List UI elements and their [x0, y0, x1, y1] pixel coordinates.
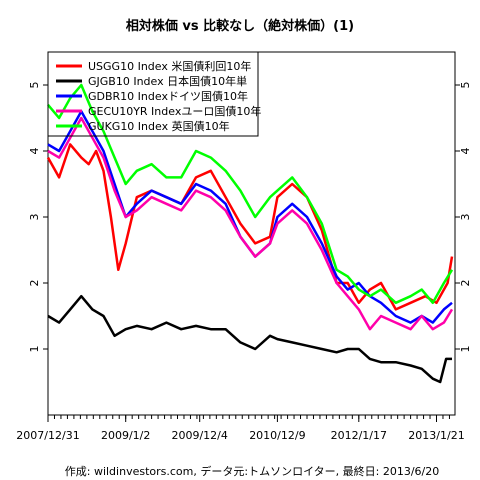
plot-area: 1 1 2 2 3 3 4 4 5 5 2007/12/31 2009/1/2 2009/12/4 201… [16, 51, 472, 442]
x-tick-label: 2007/12/31 [16, 429, 79, 442]
y-tick-label-left: 5 [28, 82, 41, 89]
legend-label: GJGB10 Index 日本国債10年単 [88, 74, 247, 88]
y-tick-label-right: 4 [459, 148, 472, 155]
chart-title: 相対株価 vs 比較なし（絶対株価）(1) [126, 18, 354, 34]
series-line-1 [47, 294, 452, 384]
x-tick-label: 2012/1/17 [331, 429, 387, 442]
series-line-3 [47, 116, 454, 331]
y-tick-label-left: 1 [28, 346, 41, 353]
y-tick-label-left: 4 [28, 148, 41, 155]
legend-box [47, 51, 259, 137]
x-tick-label: 2009/12/4 [171, 429, 227, 442]
series-line-4 [47, 83, 454, 305]
chart-footer: 作成: wildinvestors.com, データ元:トムソンロイター, 最終… [65, 464, 439, 478]
y-tick-label-right: 1 [459, 346, 472, 353]
legend-label: GECU10YR Indexユーロ国債10年 [88, 104, 261, 118]
y-tick-label-right: 5 [459, 82, 472, 89]
series-line-0 [46, 143, 454, 311]
y-tick-label-right: 2 [459, 280, 472, 287]
x-tick-label: 2010/12/9 [249, 429, 305, 442]
legend-label: GDBR10 Indexドイツ国債10年 [88, 89, 248, 103]
y-tick-label-left: 2 [28, 280, 41, 287]
legend-label: GUKG10 Index 英国債10年 [88, 119, 230, 133]
y-tick-label-right: 3 [459, 214, 472, 221]
x-tick-label: 2009/1/2 [101, 429, 150, 442]
x-tick-label: 2013/1/21 [408, 429, 464, 442]
legend-label: USGG10 Index 米国債利回10年 [88, 59, 251, 73]
y-tick-label-left: 3 [28, 214, 41, 221]
